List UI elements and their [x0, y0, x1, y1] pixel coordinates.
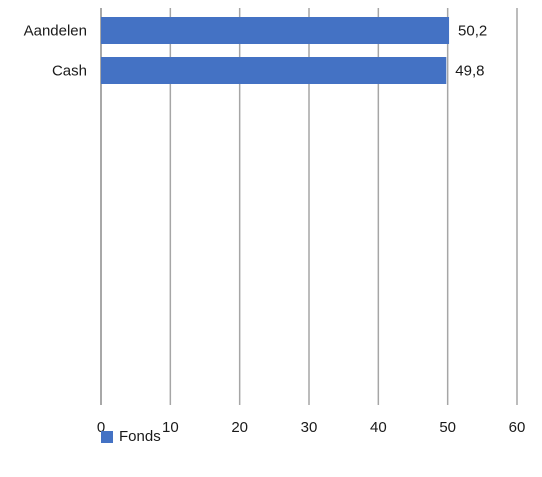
x-tick-label: 20	[231, 419, 248, 436]
category-label: Cash	[52, 63, 87, 80]
x-tick-label: 10	[162, 419, 179, 436]
bar	[101, 57, 447, 84]
x-tick-label: 30	[301, 419, 318, 436]
bar	[101, 17, 450, 44]
x-tick-label: 60	[509, 419, 526, 436]
data-label: 49,8	[455, 63, 484, 80]
x-tick-label: 50	[439, 419, 456, 436]
legend-swatch	[101, 430, 113, 443]
x-tick-label: 40	[370, 419, 387, 436]
legend: Fonds	[101, 428, 161, 445]
legend-label: Fonds	[119, 428, 161, 445]
x-tick-label: 0	[97, 419, 105, 436]
data-label: 50,2	[458, 23, 487, 40]
category-label: Aandelen	[24, 23, 87, 40]
